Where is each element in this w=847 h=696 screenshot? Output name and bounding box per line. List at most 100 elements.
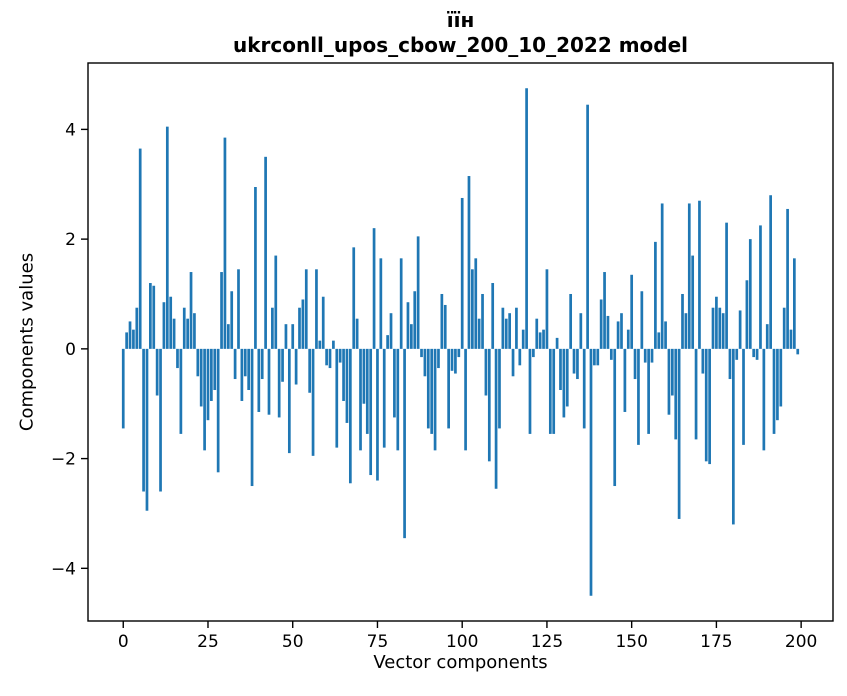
bar — [447, 348, 450, 429]
bar — [552, 348, 556, 434]
bar — [210, 348, 213, 401]
bar — [667, 348, 671, 415]
x-tick-label: 25 — [197, 632, 219, 652]
bar — [301, 299, 305, 349]
bar — [243, 348, 247, 377]
bar — [372, 228, 376, 349]
x-tick-label: 150 — [615, 632, 647, 652]
bar — [633, 348, 637, 380]
bar — [562, 348, 566, 418]
bar — [765, 324, 769, 349]
bar — [233, 348, 237, 380]
bar — [189, 272, 193, 349]
chart-title-line1: їїн — [446, 8, 475, 32]
bar — [240, 348, 244, 401]
bar — [237, 269, 240, 349]
bar — [643, 348, 647, 363]
bar — [559, 348, 562, 391]
bar — [498, 348, 501, 429]
bar — [206, 348, 210, 421]
bar — [162, 302, 166, 349]
x-tick-label: 75 — [367, 632, 389, 652]
x-tick-label: 50 — [282, 632, 304, 652]
bar — [172, 318, 176, 349]
bar — [264, 156, 267, 349]
bar — [121, 348, 125, 429]
bar — [287, 348, 291, 454]
bar — [376, 348, 379, 481]
bar — [423, 348, 427, 377]
bar — [260, 348, 264, 380]
bar — [440, 293, 444, 349]
bar — [193, 313, 196, 349]
bar — [704, 348, 708, 462]
axes-frame — [87, 62, 834, 622]
bar — [538, 332, 542, 349]
bar — [460, 197, 464, 349]
bar — [393, 348, 396, 418]
bar — [257, 348, 261, 412]
bar — [308, 348, 312, 393]
bar — [443, 304, 447, 349]
x-axis-label: Vector components — [373, 652, 548, 673]
bar — [430, 348, 434, 434]
bar — [535, 318, 539, 349]
bar — [165, 126, 169, 349]
y-tick-label: 2 — [65, 230, 76, 250]
bar — [609, 348, 613, 360]
bar — [433, 348, 437, 451]
bar — [179, 348, 183, 434]
bar — [318, 340, 322, 349]
bar — [701, 348, 705, 374]
bar — [281, 348, 284, 382]
bar — [793, 258, 796, 349]
bar — [352, 247, 356, 349]
bar — [637, 348, 640, 445]
bar — [199, 348, 203, 407]
bar — [250, 348, 254, 487]
bar — [304, 269, 308, 349]
bar — [332, 340, 335, 349]
bar — [291, 324, 295, 349]
bar — [403, 348, 406, 539]
bar — [515, 307, 518, 349]
x-tick-label: 100 — [446, 632, 478, 652]
bar — [477, 318, 481, 349]
bar — [782, 307, 786, 349]
bar — [691, 255, 695, 349]
bar — [338, 348, 342, 363]
bar — [365, 348, 369, 434]
bar — [213, 348, 217, 391]
bar — [586, 104, 589, 349]
bar — [406, 302, 410, 349]
bar — [298, 307, 301, 349]
y-tick-label: 4 — [65, 120, 76, 140]
bar — [484, 348, 488, 396]
bar — [311, 348, 315, 456]
bar — [149, 283, 152, 349]
bar — [474, 258, 478, 349]
bar — [315, 269, 318, 349]
bar — [548, 348, 552, 434]
bar — [159, 348, 162, 492]
bar — [616, 321, 620, 349]
y-tick-label: −2 — [51, 450, 76, 470]
bar — [504, 318, 508, 349]
bar — [379, 258, 383, 349]
bar — [223, 137, 227, 349]
bar — [572, 348, 576, 374]
x-tick-label: 175 — [700, 632, 732, 652]
bar — [426, 348, 430, 429]
bar — [532, 348, 535, 358]
bar — [362, 348, 366, 404]
bar — [687, 203, 691, 349]
bar — [186, 318, 189, 349]
bar — [481, 293, 484, 349]
bar — [745, 280, 749, 349]
bar — [203, 348, 206, 451]
bar — [155, 348, 159, 396]
bar — [399, 258, 403, 349]
bar — [396, 348, 400, 451]
